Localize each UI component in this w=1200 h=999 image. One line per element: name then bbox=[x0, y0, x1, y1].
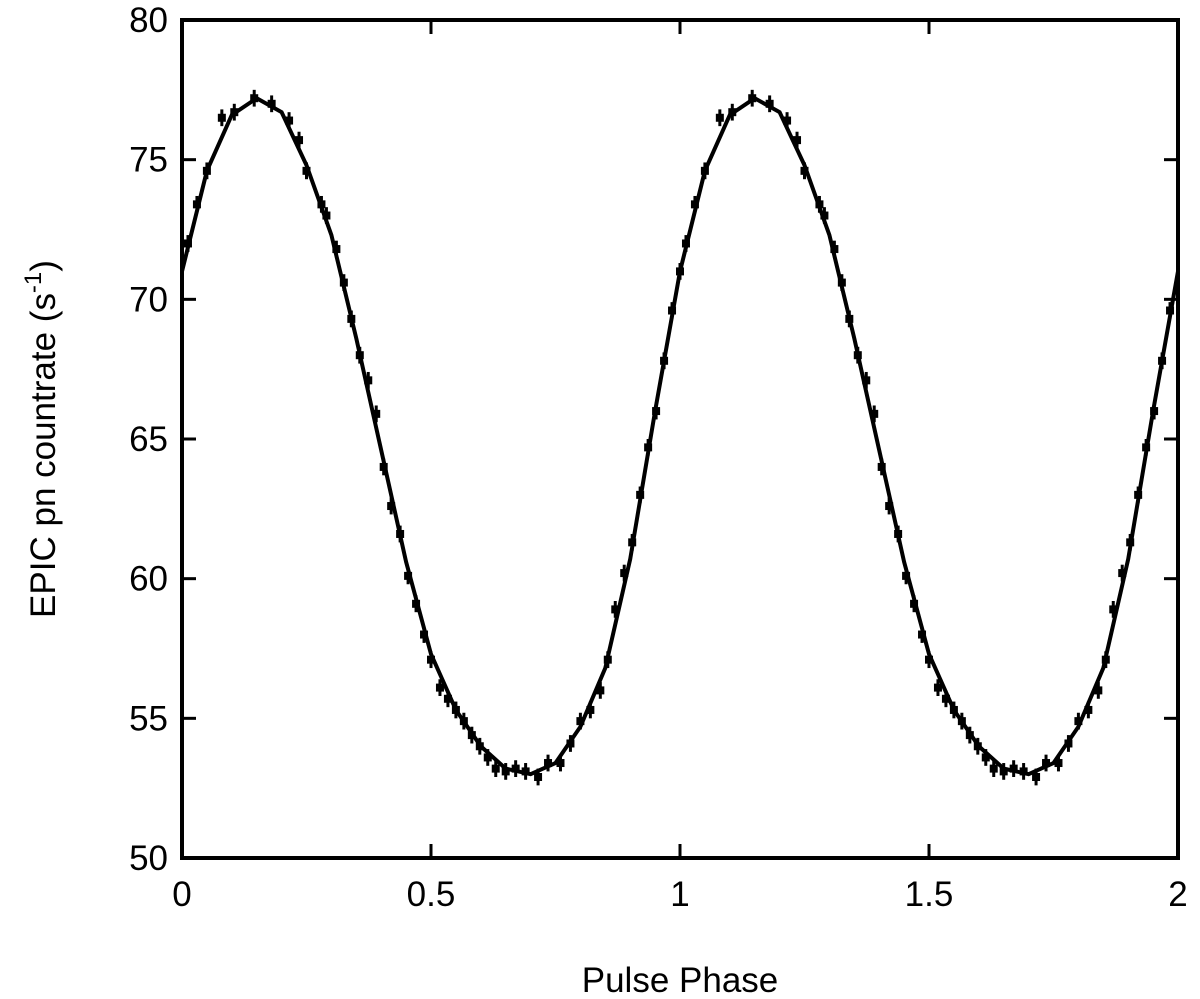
data-point bbox=[981, 753, 990, 762]
data-point bbox=[483, 753, 492, 762]
data-point bbox=[556, 759, 565, 768]
data-point bbox=[1054, 759, 1063, 768]
data-point bbox=[285, 116, 294, 125]
y-tick-label: 60 bbox=[129, 560, 168, 599]
x-tick-label: 1.5 bbox=[905, 875, 954, 914]
x-tick-label: 0 bbox=[172, 875, 191, 914]
data-point bbox=[427, 655, 435, 664]
data-point bbox=[1084, 705, 1093, 714]
y-axis-label-main: EPIC pn countrate (s bbox=[24, 293, 63, 618]
data-point bbox=[941, 694, 950, 703]
data-point bbox=[596, 686, 605, 695]
data-point bbox=[435, 683, 444, 692]
data-point bbox=[989, 764, 998, 773]
data-point bbox=[715, 113, 724, 122]
data-point bbox=[1118, 569, 1127, 578]
data-point bbox=[765, 99, 774, 108]
y-tick-label: 75 bbox=[129, 141, 168, 180]
data-point bbox=[611, 605, 620, 614]
data-point bbox=[501, 767, 510, 776]
y-tick-label: 65 bbox=[129, 420, 168, 459]
data-point bbox=[576, 717, 585, 726]
data-point bbox=[217, 113, 226, 122]
data-point bbox=[364, 376, 373, 385]
y-tick-label: 55 bbox=[129, 699, 168, 738]
data-point bbox=[1074, 717, 1083, 726]
data-point bbox=[511, 764, 520, 773]
data-point bbox=[491, 764, 500, 773]
model-line bbox=[180, 95, 1180, 777]
data-point bbox=[387, 502, 396, 511]
x-tick-label: 2 bbox=[1168, 875, 1187, 914]
data-point bbox=[534, 772, 543, 781]
data-point bbox=[885, 502, 894, 511]
data-point bbox=[372, 409, 381, 418]
data-point bbox=[1042, 759, 1051, 768]
data-point bbox=[544, 759, 553, 768]
data-point bbox=[933, 683, 942, 692]
data-point bbox=[295, 136, 304, 145]
data-point bbox=[783, 116, 792, 125]
data-point bbox=[999, 767, 1008, 776]
y-tick-label: 80 bbox=[129, 1, 168, 40]
data-point bbox=[1094, 686, 1103, 695]
plot-frame bbox=[180, 18, 1180, 860]
y-tick-label: 50 bbox=[129, 839, 168, 878]
data-point bbox=[267, 99, 276, 108]
data-point bbox=[1109, 605, 1118, 614]
data-point bbox=[443, 694, 452, 703]
data-point bbox=[586, 705, 595, 714]
y-axis-label-end: ) bbox=[24, 260, 63, 272]
data-point bbox=[1032, 772, 1041, 781]
x-tick-label: 0.5 bbox=[407, 875, 456, 914]
x-axis-label: Pulse Phase bbox=[582, 961, 779, 999]
x-tick-label: 1 bbox=[670, 875, 689, 914]
data-point bbox=[870, 409, 879, 418]
data-point bbox=[925, 655, 933, 664]
y-axis-label: EPIC pn countrate (s-1) bbox=[20, 260, 63, 618]
data-point bbox=[1009, 764, 1018, 773]
data-point bbox=[793, 136, 802, 145]
y-tick-label: 70 bbox=[129, 280, 168, 319]
data-point bbox=[862, 376, 871, 385]
y-axis-label-sup: -1 bbox=[20, 272, 47, 293]
data-point bbox=[620, 569, 629, 578]
